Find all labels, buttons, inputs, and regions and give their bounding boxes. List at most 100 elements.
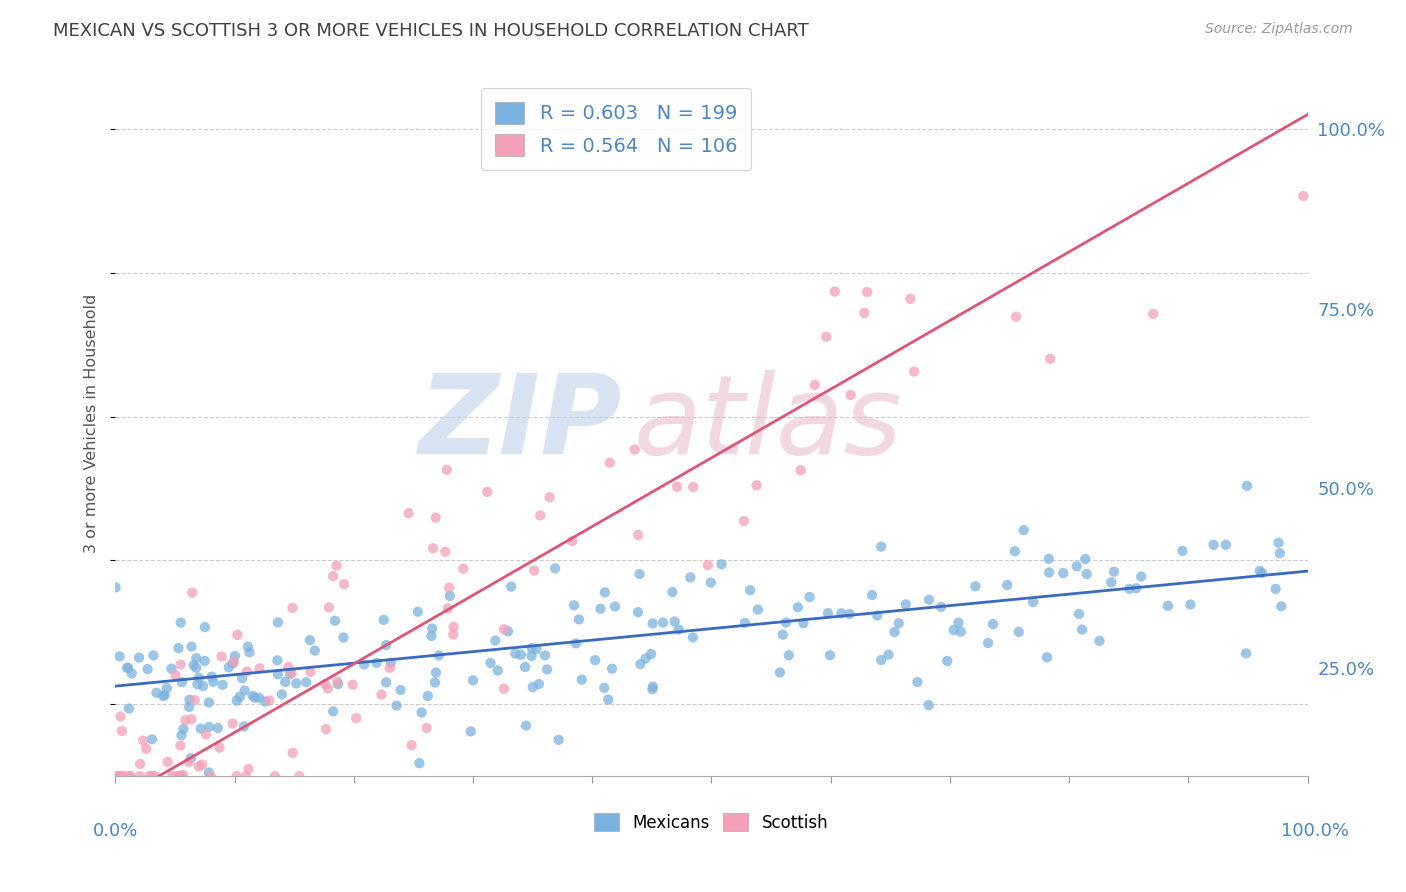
- Point: [167, 769, 190, 783]
- Point: [603, 599, 626, 614]
- Point: [1125, 581, 1147, 595]
- Point: [589, 601, 612, 615]
- Point: [299, 665, 322, 679]
- Point: [628, 657, 651, 672]
- Point: [668, 623, 690, 637]
- Point: [1074, 552, 1097, 566]
- Point: [860, 588, 883, 602]
- Point: [167, 641, 190, 656]
- Point: [666, 480, 689, 494]
- Point: [1071, 623, 1094, 637]
- Point: [479, 656, 502, 670]
- Point: [981, 617, 1004, 632]
- Point: [1292, 189, 1315, 203]
- Point: [200, 670, 222, 684]
- Point: [236, 640, 259, 654]
- Point: [547, 732, 569, 747]
- Point: [420, 622, 443, 636]
- Point: [786, 600, 808, 615]
- Point: [651, 615, 673, 630]
- Point: [772, 627, 794, 641]
- Point: [344, 711, 367, 725]
- Point: [401, 738, 423, 752]
- Point: [1022, 595, 1045, 609]
- Point: [136, 662, 159, 676]
- Point: [195, 727, 218, 741]
- Point: [110, 769, 132, 783]
- Point: [326, 677, 349, 691]
- Point: [238, 762, 260, 776]
- Text: Source: ZipAtlas.com: Source: ZipAtlas.com: [1205, 22, 1353, 37]
- Point: [641, 616, 664, 631]
- Point: [170, 675, 193, 690]
- Point: [180, 712, 202, 726]
- Point: [1264, 582, 1286, 596]
- Point: [117, 661, 139, 675]
- Point: [110, 769, 132, 783]
- Point: [815, 329, 838, 343]
- Point: [640, 647, 662, 661]
- Point: [1004, 544, 1026, 558]
- Point: [520, 641, 543, 656]
- Point: [1088, 633, 1111, 648]
- Point: [398, 506, 420, 520]
- Point: [918, 592, 941, 607]
- Point: [169, 657, 191, 672]
- Point: [1267, 535, 1289, 549]
- Point: [778, 648, 800, 663]
- Point: [366, 656, 388, 670]
- Point: [527, 677, 550, 691]
- Point: [128, 650, 150, 665]
- Point: [141, 732, 163, 747]
- Point: [425, 510, 447, 524]
- Point: [1180, 598, 1202, 612]
- Point: [484, 633, 506, 648]
- Point: [186, 661, 208, 675]
- Text: 100.0%: 100.0%: [1281, 822, 1348, 840]
- Point: [598, 692, 620, 706]
- Point: [1234, 647, 1257, 661]
- Point: [323, 614, 346, 628]
- Point: [315, 722, 337, 736]
- Point: [172, 722, 194, 736]
- Point: [179, 692, 201, 706]
- Point: [942, 623, 965, 637]
- Point: [416, 689, 439, 703]
- Point: [522, 680, 544, 694]
- Point: [422, 541, 444, 556]
- Point: [918, 698, 941, 713]
- Point: [160, 662, 183, 676]
- Point: [211, 649, 233, 664]
- Point: [254, 694, 277, 708]
- Point: [1215, 538, 1237, 552]
- Point: [1251, 566, 1274, 580]
- Point: [370, 688, 392, 702]
- Point: [153, 688, 176, 702]
- Point: [378, 661, 401, 675]
- Point: [281, 746, 304, 760]
- Point: [583, 653, 606, 667]
- Point: [115, 661, 138, 675]
- Point: [710, 558, 733, 572]
- Text: atlas: atlas: [634, 370, 903, 477]
- Point: [745, 478, 768, 492]
- Point: [627, 528, 650, 542]
- Point: [1236, 479, 1258, 493]
- Point: [1038, 566, 1060, 580]
- Point: [1130, 569, 1153, 583]
- Point: [513, 660, 536, 674]
- Point: [1005, 310, 1028, 324]
- Point: [181, 585, 204, 599]
- Point: [434, 545, 457, 559]
- Point: [441, 627, 464, 641]
- Point: [406, 605, 429, 619]
- Point: [180, 640, 202, 654]
- Point: [266, 653, 288, 667]
- Point: [172, 768, 194, 782]
- Point: [561, 533, 583, 548]
- Point: [1052, 566, 1074, 580]
- Point: [236, 665, 259, 679]
- Point: [207, 721, 229, 735]
- Point: [936, 654, 959, 668]
- Point: [995, 578, 1018, 592]
